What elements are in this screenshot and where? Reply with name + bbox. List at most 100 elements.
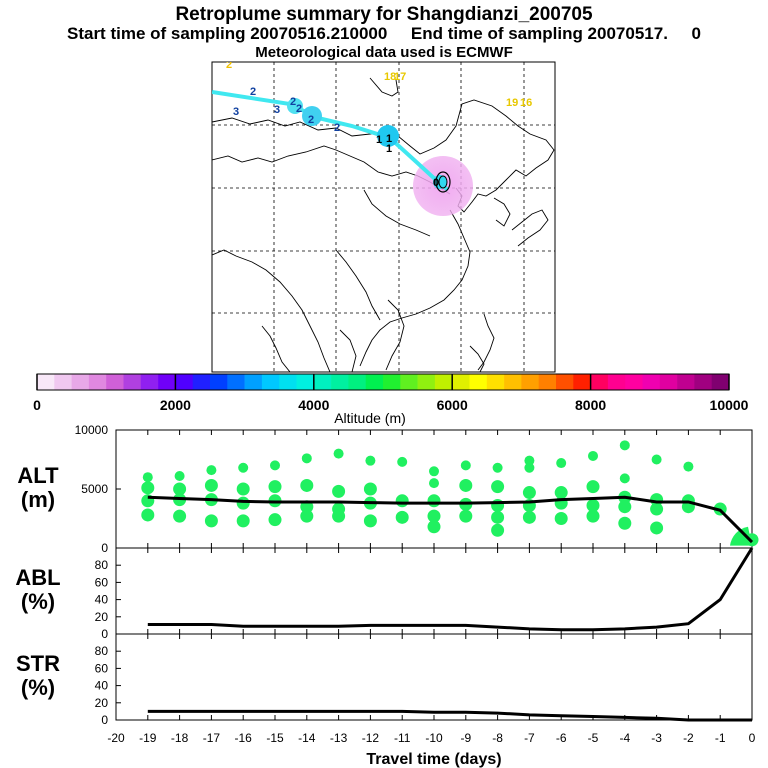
colorbar-tick-label: 6000 [437,397,468,413]
altitude-cluster-point [459,478,473,492]
altitude-cluster-point [554,486,568,500]
altitude-cluster-point [522,486,536,500]
colorbar-swatch [434,374,453,390]
altitude-cluster-point [332,509,346,523]
x-tick-label: -11 [394,731,411,745]
colorbar-tick-label: 8000 [575,397,606,413]
colorbar-swatch [659,374,678,390]
x-tick-label: -20 [107,731,125,745]
altitude-cluster-point [586,499,600,513]
x-tick-label: -4 [619,731,630,745]
day-label: 2 [250,86,256,98]
colorbar-swatch [556,374,574,390]
colorbar-swatch [607,374,626,390]
altitude-cluster-point [268,480,282,494]
colorbar-swatch [88,374,107,390]
altitude-cluster-point [301,453,312,464]
altitude-cluster-point [300,509,314,523]
altitude-cluster-point [650,521,664,535]
mean-altitude-line [147,495,754,544]
altitude-cluster-point [683,461,694,472]
sampling-time-text: Start time of sampling 20070516.210000 E… [66,24,701,43]
panel-abl: 0 20 40 60 80 ABL(%) [15,547,754,641]
altitude-cluster-point [524,462,535,473]
altitude-cluster-point [491,499,505,513]
colorbar-swatch [106,374,124,390]
altitude-cluster-point [204,478,218,492]
altitude-cluster-point [141,508,155,522]
day-label: 18 [384,71,396,83]
altitude-cluster-point [492,462,503,473]
day-label: 1 [376,134,382,146]
day-label: 2 [290,96,296,108]
altitude-cluster-point [395,494,409,508]
plume-contour-1 [435,171,451,193]
x-tick-label: -18 [171,731,189,745]
altitude-cluster-point [395,510,409,524]
x-tick-label: -17 [203,731,221,745]
colorbar-swatch [158,374,176,390]
time-series-panels: 0500010000ALT(m)020406080ABL(%)020406080… [15,423,759,768]
altitude-cluster-point [619,440,630,451]
y-tick-label: 0 [101,713,108,727]
altitude-cluster-point [236,514,250,528]
x-tick-label: -1 [715,731,726,745]
altitude-cluster-point [586,509,600,523]
x-tick-label: -5 [588,731,599,745]
altitude-cluster-point [524,455,535,466]
x-tick-label: -13 [330,731,348,745]
colorbar-swatch [175,374,193,390]
colorbar-tick-label: 4000 [298,397,329,413]
plume-cluster-1 [287,98,303,114]
colorbar-swatch [279,374,297,390]
str-line [147,709,752,722]
y-tick-label: 60 [95,661,109,675]
x-tick-label: -10 [425,731,443,745]
altitude-cluster-point [651,454,662,465]
altitude-cluster-point [586,480,600,494]
map-coastlines [212,77,555,372]
day-label: 3 [274,104,280,116]
colorbar-swatch [313,374,332,390]
colorbar-swatch [140,374,159,390]
x-tick-label: -16 [235,731,253,745]
colorbar-swatch [348,374,366,390]
altitude-cluster-point [556,458,567,469]
altitude-cluster-point [491,523,505,537]
day-label: 1 [386,133,392,145]
altitude-colorbar [36,373,730,391]
altitude-cluster-point [333,448,344,459]
day-label: 16 [520,97,532,109]
x-tick-label: -19 [139,731,157,745]
met-data-text: Meteorological data used is ECMWF [255,44,513,61]
altitude-cluster-point [618,500,632,514]
x-tick-label: -2 [683,731,694,745]
day-label: 1 [386,143,392,155]
colorbar-swatch [590,374,609,390]
altitude-cluster-point [363,514,377,528]
colorbar-swatch [54,374,72,390]
altitude-cluster-point [142,472,153,483]
x-tick-label: -12 [362,731,380,745]
altitude-cluster-point [236,496,250,510]
altitude-cluster-point [206,465,217,476]
day-label: 0 [433,177,439,189]
colorbar-swatch [400,374,418,390]
colorbar-swatch [296,374,315,390]
y-tick-label: 40 [95,593,109,607]
map-day-labels: 2 18 17 19 16 2 3 3 2 2 2 2 1 1 1 0 [226,62,532,189]
colorbar-tick-labels: 0 2000 4000 6000 8000 10000 [33,397,749,413]
altitude-cluster-point [427,520,441,534]
day-label: 2 [334,122,340,134]
colorbar-swatch [383,374,401,390]
x-tick-label: -6 [556,731,567,745]
altitude-cluster-point [429,466,439,477]
colorbar-swatch [244,374,263,390]
altitude-cluster-point [459,509,473,523]
altitude-cluster-point [268,513,282,527]
colorbar-swatch [452,374,470,390]
altitude-cluster-point [491,510,505,524]
altitude-cluster-point [427,509,441,523]
altitude-cluster-point [429,478,439,489]
